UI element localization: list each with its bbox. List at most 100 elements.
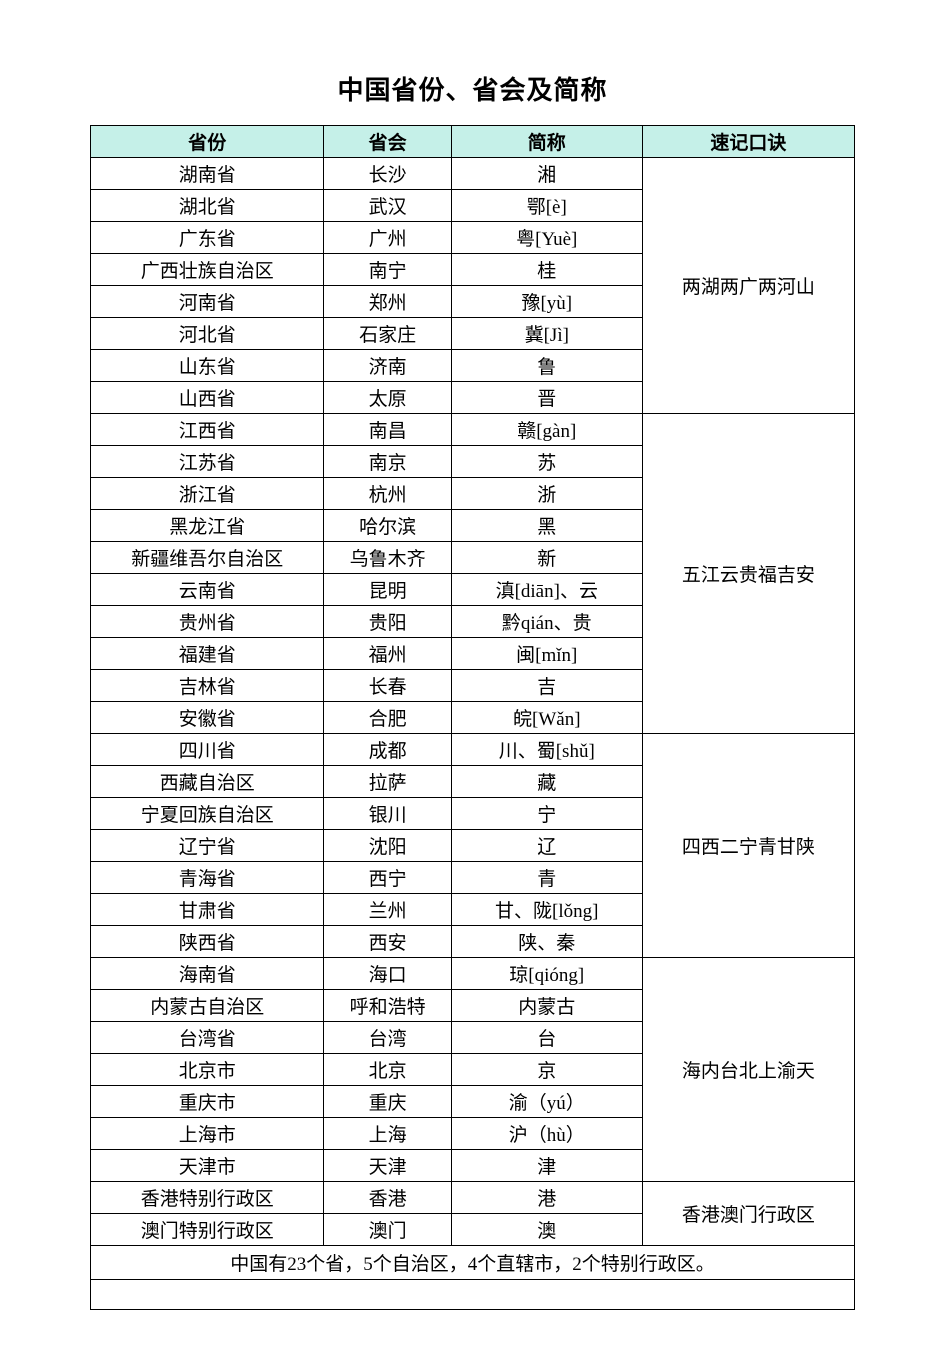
cell-capital: 呼和浩特	[324, 990, 451, 1022]
cell-province: 贵州省	[91, 606, 324, 638]
cell-province: 福建省	[91, 638, 324, 670]
cell-abbr: 藏	[451, 766, 642, 798]
table-row: 海南省海口琼[qióng]海内台北上渝天	[91, 958, 855, 990]
cell-abbr: 台	[451, 1022, 642, 1054]
cell-capital: 郑州	[324, 286, 451, 318]
cell-capital: 昆明	[324, 574, 451, 606]
page-title: 中国省份、省会及简称	[90, 70, 855, 107]
cell-capital: 济南	[324, 350, 451, 382]
cell-abbr: 港	[451, 1182, 642, 1214]
cell-capital: 沈阳	[324, 830, 451, 862]
cell-abbr: 皖[Wǎn]	[451, 702, 642, 734]
cell-capital: 长沙	[324, 158, 451, 190]
cell-abbr: 苏	[451, 446, 642, 478]
cell-province: 重庆市	[91, 1086, 324, 1118]
cell-abbr: 鄂[è]	[451, 190, 642, 222]
cell-mnemonic: 海内台北上渝天	[642, 958, 854, 1182]
cell-abbr: 豫[yù]	[451, 286, 642, 318]
cell-abbr: 京	[451, 1054, 642, 1086]
cell-province: 云南省	[91, 574, 324, 606]
cell-province: 新疆维吾尔自治区	[91, 542, 324, 574]
cell-capital: 成都	[324, 734, 451, 766]
cell-abbr: 晋	[451, 382, 642, 414]
col-abbr: 简称	[451, 126, 642, 158]
provinces-table: 省份 省会 简称 速记口诀 湖南省长沙湘两湖两广两河山湖北省武汉鄂[è]广东省广…	[90, 125, 855, 1310]
cell-province: 浙江省	[91, 478, 324, 510]
cell-abbr: 赣[gàn]	[451, 414, 642, 446]
cell-abbr: 冀[Jì]	[451, 318, 642, 350]
cell-capital: 长春	[324, 670, 451, 702]
cell-province: 山西省	[91, 382, 324, 414]
cell-province: 山东省	[91, 350, 324, 382]
cell-province: 天津市	[91, 1150, 324, 1182]
cell-capital: 贵阳	[324, 606, 451, 638]
cell-province: 安徽省	[91, 702, 324, 734]
cell-capital: 拉萨	[324, 766, 451, 798]
cell-abbr: 渝（yú）	[451, 1086, 642, 1118]
cell-capital: 西安	[324, 926, 451, 958]
cell-province: 内蒙古自治区	[91, 990, 324, 1022]
cell-province: 河南省	[91, 286, 324, 318]
cell-mnemonic: 香港澳门行政区	[642, 1182, 854, 1246]
cell-capital: 石家庄	[324, 318, 451, 350]
cell-capital: 武汉	[324, 190, 451, 222]
cell-abbr: 内蒙古	[451, 990, 642, 1022]
cell-province: 广西壮族自治区	[91, 254, 324, 286]
cell-province: 辽宁省	[91, 830, 324, 862]
cell-province: 广东省	[91, 222, 324, 254]
cell-abbr: 黑	[451, 510, 642, 542]
cell-province: 西藏自治区	[91, 766, 324, 798]
cell-mnemonic: 五江云贵福吉安	[642, 414, 854, 734]
cell-capital: 南昌	[324, 414, 451, 446]
cell-province: 香港特别行政区	[91, 1182, 324, 1214]
col-province: 省份	[91, 126, 324, 158]
cell-capital: 银川	[324, 798, 451, 830]
cell-abbr: 滇[diān]、云	[451, 574, 642, 606]
cell-abbr: 澳	[451, 1214, 642, 1246]
cell-province: 澳门特别行政区	[91, 1214, 324, 1246]
cell-capital: 兰州	[324, 894, 451, 926]
cell-province: 宁夏回族自治区	[91, 798, 324, 830]
cell-mnemonic: 四西二宁青甘陕	[642, 734, 854, 958]
cell-province: 湖南省	[91, 158, 324, 190]
cell-abbr: 浙	[451, 478, 642, 510]
cell-abbr: 川、蜀[shǔ]	[451, 734, 642, 766]
cell-province: 北京市	[91, 1054, 324, 1086]
cell-abbr: 辽	[451, 830, 642, 862]
cell-capital: 太原	[324, 382, 451, 414]
cell-capital: 上海	[324, 1118, 451, 1150]
col-capital: 省会	[324, 126, 451, 158]
table-row: 湖南省长沙湘两湖两广两河山	[91, 158, 855, 190]
cell-capital: 澳门	[324, 1214, 451, 1246]
footer-row: 中国有23个省，5个自治区，4个直辖市，2个特别行政区。	[91, 1246, 855, 1280]
cell-capital: 香港	[324, 1182, 451, 1214]
cell-abbr: 宁	[451, 798, 642, 830]
cell-abbr: 甘、陇[lǒng]	[451, 894, 642, 926]
cell-capital: 福州	[324, 638, 451, 670]
cell-capital: 广州	[324, 222, 451, 254]
cell-abbr: 津	[451, 1150, 642, 1182]
cell-province: 台湾省	[91, 1022, 324, 1054]
cell-province: 河北省	[91, 318, 324, 350]
cell-capital: 重庆	[324, 1086, 451, 1118]
cell-capital: 哈尔滨	[324, 510, 451, 542]
cell-province: 上海市	[91, 1118, 324, 1150]
cell-capital: 乌鲁木齐	[324, 542, 451, 574]
col-mnemonic: 速记口诀	[642, 126, 854, 158]
cell-abbr: 黔qián、贵	[451, 606, 642, 638]
cell-mnemonic: 两湖两广两河山	[642, 158, 854, 414]
table-row: 香港特别行政区香港港香港澳门行政区	[91, 1182, 855, 1214]
cell-abbr: 闽[mǐn]	[451, 638, 642, 670]
cell-province: 海南省	[91, 958, 324, 990]
table-row: 四川省成都川、蜀[shǔ]四西二宁青甘陕	[91, 734, 855, 766]
table-row: 江西省南昌赣[gàn]五江云贵福吉安	[91, 414, 855, 446]
cell-abbr: 鲁	[451, 350, 642, 382]
cell-capital: 南京	[324, 446, 451, 478]
header-row: 省份 省会 简称 速记口诀	[91, 126, 855, 158]
cell-capital: 杭州	[324, 478, 451, 510]
cell-capital: 南宁	[324, 254, 451, 286]
cell-province: 江苏省	[91, 446, 324, 478]
empty-cell	[91, 1280, 855, 1310]
cell-province: 四川省	[91, 734, 324, 766]
footer-text: 中国有23个省，5个自治区，4个直辖市，2个特别行政区。	[91, 1246, 855, 1280]
